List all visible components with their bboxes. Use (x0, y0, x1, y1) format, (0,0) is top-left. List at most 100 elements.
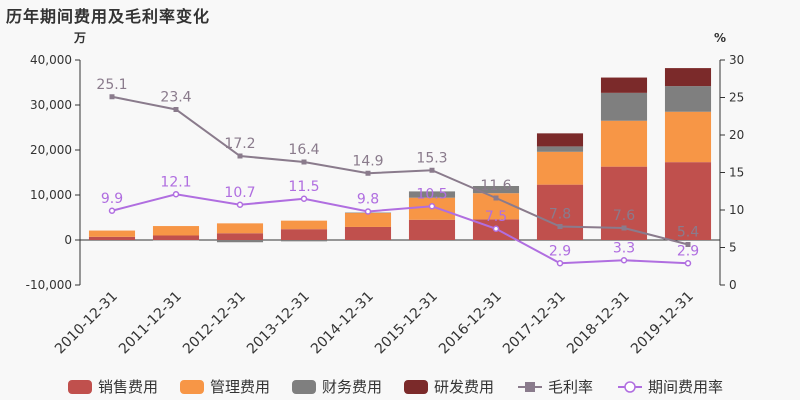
bar-segment (664, 68, 712, 87)
legend-item[interactable]: 财务费用 (292, 378, 382, 396)
lines: 25.1 23.4 17.2 16.4 14.9 15.3 11.6 7.8 7.6 5.4 9.9… (96, 77, 699, 267)
series-line (111, 193, 689, 265)
data-point (556, 260, 564, 267)
legend-label: 期间费用率 (648, 378, 723, 396)
data-point (621, 225, 627, 231)
data-label: 11.6 (480, 178, 511, 194)
data-label: 16.4 (288, 142, 319, 158)
data-point (493, 195, 499, 201)
bar-segment (600, 92, 648, 121)
data-point (301, 159, 307, 165)
bar-segment (152, 240, 200, 241)
legend[interactable]: 销售费用 管理费用 财务费用 研发费用 毛利率 期间费用率 (68, 378, 723, 396)
bar-segment (408, 191, 456, 198)
right-tick-label: 10 (729, 203, 744, 217)
right-tick-label: 5 (729, 241, 737, 255)
data-point (557, 224, 563, 229)
legend-swatch (180, 380, 204, 394)
data-label: 14.9 (352, 153, 383, 169)
legend-label: 管理费用 (210, 378, 270, 396)
left-tick-label: 10,000 (30, 188, 72, 202)
right-tick-label: 25 (729, 91, 744, 105)
data-point (684, 260, 692, 267)
data-label: 7.5 (485, 209, 507, 225)
left-tick-label: 30,000 (30, 98, 72, 112)
bar-segment (600, 77, 648, 93)
legend-swatch (68, 380, 92, 394)
right-tick-label: 20 (729, 128, 744, 142)
legend-item[interactable]: 毛利率 (518, 378, 593, 396)
data-label: 9.8 (357, 192, 379, 208)
chart-title: 历年期间费用及毛利率变化 (6, 7, 211, 26)
bar-segment (408, 219, 456, 240)
right-tick-label: 15 (729, 166, 744, 180)
data-point (300, 195, 308, 202)
bar-segment (216, 233, 264, 240)
category-labels: 2010-12-312011-12-312012-12-312013-12-31… (52, 289, 697, 358)
data-label: 5.4 (677, 225, 699, 241)
bar-segment (664, 111, 712, 163)
data-label: 2.9 (677, 243, 699, 259)
legend-swatch (404, 380, 428, 394)
data-point (236, 201, 244, 208)
bar-segment (280, 240, 328, 242)
data-point (172, 191, 180, 198)
category-label: 2016-12-31 (436, 289, 505, 358)
data-point (429, 167, 435, 173)
data-label: 17.2 (224, 136, 255, 152)
legend-item[interactable]: 期间费用率 (618, 378, 723, 396)
data-label: 7.6 (613, 208, 635, 224)
right-tick-label: 0 (729, 278, 737, 292)
data-label: 2.9 (549, 243, 571, 259)
bar-segment (600, 120, 648, 167)
bar-segment (280, 220, 328, 230)
legend-item[interactable]: 研发费用 (404, 378, 494, 396)
legend-item[interactable]: 管理费用 (180, 378, 270, 396)
bar-segment (216, 223, 264, 234)
legend-marker (624, 381, 636, 393)
left-tick-label: 0 (64, 233, 72, 247)
data-point (237, 153, 243, 159)
data-label: 9.9 (101, 191, 123, 207)
data-point (364, 208, 372, 215)
bar-segment (472, 186, 520, 194)
data-point (620, 257, 628, 264)
left-axis-unit: 万 (73, 31, 86, 45)
category-label: 2010-12-31 (52, 289, 121, 358)
data-label: 3.3 (613, 240, 635, 256)
bar-segment (536, 151, 584, 185)
bar-segment (664, 86, 712, 112)
bar-segment (216, 240, 264, 243)
data-label: 15.3 (416, 150, 447, 166)
bar-segment (152, 226, 200, 236)
data-label: 7.8 (549, 207, 571, 223)
bar-segment (536, 146, 584, 152)
category-label: 2017-12-31 (500, 289, 569, 358)
bar-segment (344, 226, 392, 240)
left-tick-label: -10,000 (26, 278, 72, 292)
bar-segment (536, 133, 584, 147)
legend-marker (525, 382, 535, 392)
category-label: 2011-12-31 (116, 289, 185, 358)
category-label: 2019-12-31 (628, 289, 697, 358)
legend-label: 研发费用 (434, 378, 494, 396)
data-label: 23.4 (160, 90, 191, 106)
bar-segment (88, 230, 136, 237)
category-label: 2013-12-31 (244, 289, 313, 358)
data-point (173, 107, 179, 112)
bar-segment (280, 229, 328, 240)
bar-segment (344, 213, 392, 227)
legend-label: 销售费用 (98, 378, 158, 396)
data-point (365, 170, 371, 176)
legend-item[interactable]: 销售费用 (68, 378, 158, 396)
category-label: 2012-12-31 (180, 289, 249, 358)
category-label: 2014-12-31 (308, 289, 377, 358)
data-label: 10.5 (416, 186, 447, 202)
right-tick-label: 30 (729, 53, 744, 67)
legend-label: 财务费用 (322, 378, 382, 396)
category-label: 2015-12-31 (372, 289, 441, 358)
bar-segment (536, 184, 584, 240)
data-point (109, 94, 115, 100)
data-point (492, 225, 500, 232)
